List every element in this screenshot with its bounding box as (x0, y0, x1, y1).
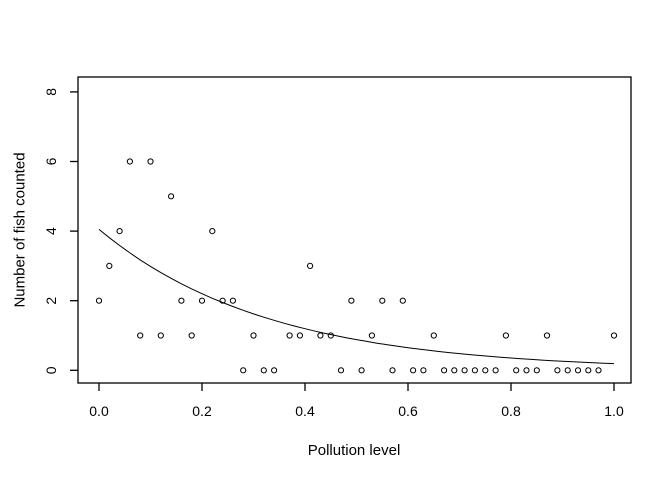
data-point (188, 332, 195, 339)
x-axis-tick-label: 0.8 (501, 403, 521, 419)
x-axis-title: Pollution level (307, 442, 401, 459)
data-point (147, 158, 154, 165)
y-axis-title: Number of fish counted (11, 152, 29, 308)
data-point (126, 158, 133, 165)
x-axis-tick-label: 0.4 (295, 403, 315, 419)
data-point (168, 193, 175, 200)
x-axis-tick-label: 1.0 (604, 403, 624, 419)
plot-box (77, 76, 632, 384)
data-point (564, 367, 571, 374)
data-point (420, 367, 427, 374)
y-axis-tick-label: 4 (43, 227, 59, 235)
x-axis-tick-label: 0.0 (89, 403, 109, 419)
data-point (379, 297, 386, 304)
data-point (337, 367, 345, 374)
y-axis-tick-label: 2 (43, 297, 59, 305)
data-point (116, 228, 123, 235)
data-point (513, 367, 520, 374)
data-point (358, 367, 365, 374)
data-point (260, 367, 267, 374)
data-point (523, 367, 530, 374)
data-point (482, 367, 489, 374)
data-point (271, 367, 278, 374)
data-point (492, 367, 499, 374)
data-point (430, 332, 437, 339)
data-point (574, 367, 582, 374)
data-point (240, 367, 247, 374)
data-point (286, 332, 293, 339)
data-point (389, 367, 396, 374)
data-point (554, 367, 561, 374)
data-point (209, 228, 216, 235)
data-point (106, 262, 113, 269)
data-point (368, 332, 375, 339)
data-point (317, 332, 324, 339)
data-point (95, 297, 103, 304)
y-axis-tick-label: 0 (43, 366, 59, 374)
data-point (178, 297, 185, 304)
data-point (595, 367, 602, 374)
data-point (157, 332, 164, 339)
data-point (441, 367, 448, 374)
data-point (471, 367, 478, 374)
data-point (461, 367, 468, 374)
data-point (399, 297, 406, 304)
data-point (533, 367, 540, 374)
data-point (502, 332, 509, 339)
y-axis-tick-label: 8 (43, 88, 59, 96)
data-point (451, 367, 458, 374)
data-point (610, 332, 618, 339)
y-axis-tick-label: 6 (43, 157, 59, 165)
data-point (296, 332, 303, 339)
data-point (348, 297, 355, 304)
data-point (543, 332, 551, 339)
x-axis-tick-label: 0.6 (398, 403, 418, 419)
data-point (137, 332, 144, 339)
data-point (198, 297, 206, 304)
data-point (307, 262, 314, 269)
data-point (410, 367, 417, 374)
x-axis-tick-label: 0.2 (192, 403, 212, 419)
data-point (229, 297, 236, 304)
data-point (219, 297, 226, 304)
data-point (250, 332, 257, 339)
data-point (585, 367, 592, 374)
fitted-curve (98, 229, 615, 365)
